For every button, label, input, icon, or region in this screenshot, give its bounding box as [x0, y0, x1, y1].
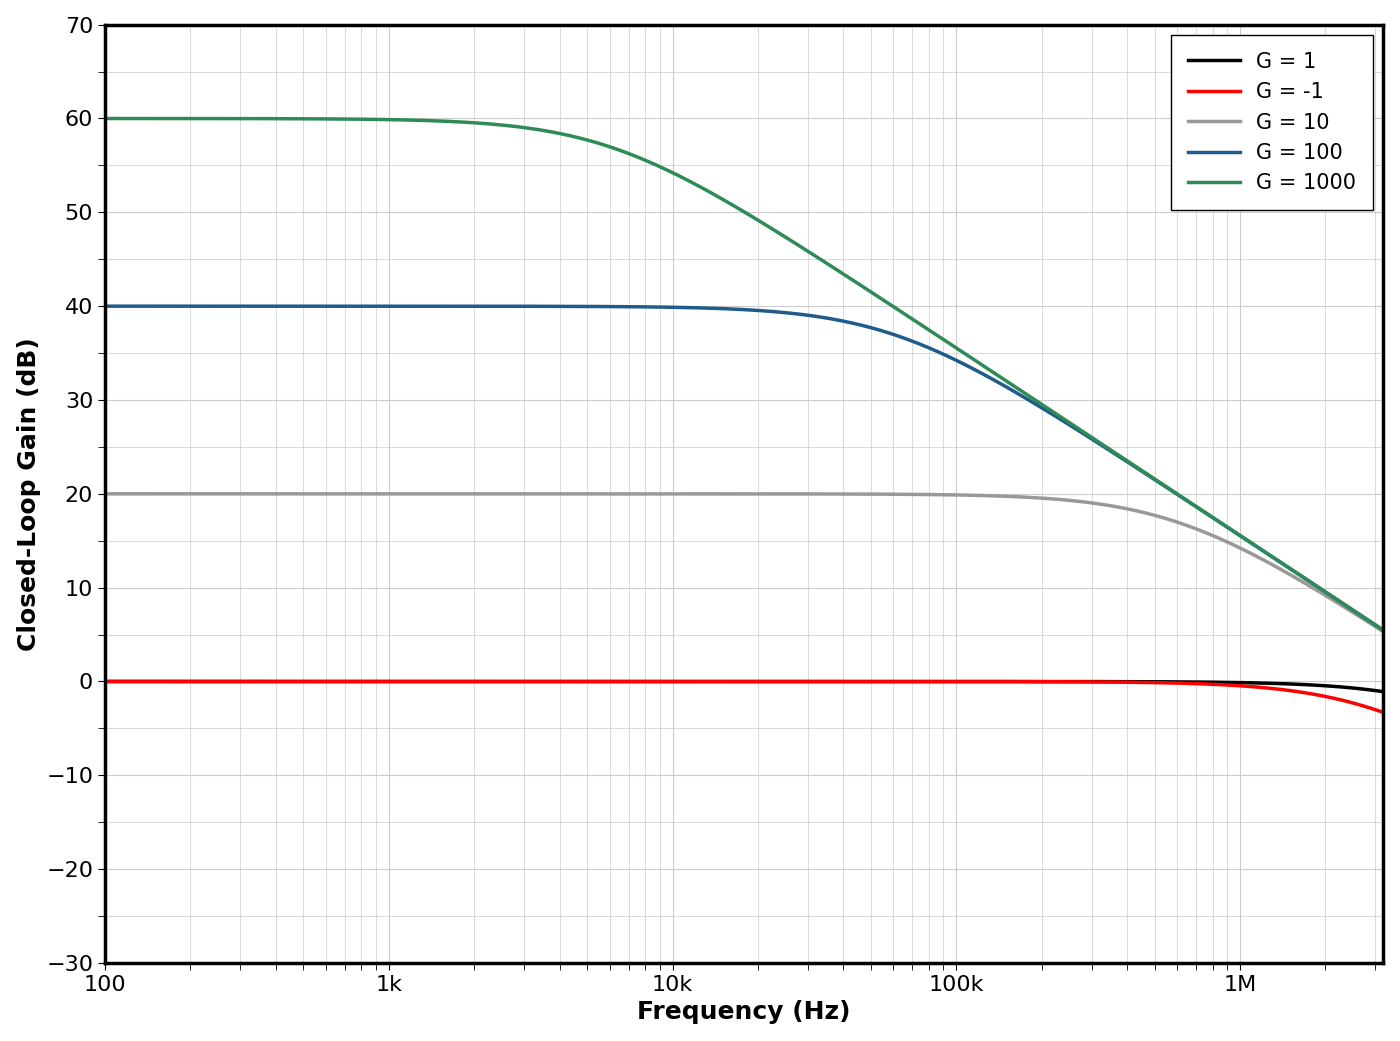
- G = 1000: [1375, 624, 1392, 636]
- G = -1: [1350, 699, 1366, 711]
- G = 1: [1350, 682, 1366, 694]
- G = 1000: [242, 112, 259, 125]
- G = -1: [1212, 679, 1229, 691]
- G = 1: [643, 676, 659, 688]
- G = 100: [1212, 516, 1229, 529]
- G = 1: [318, 676, 335, 688]
- Line: G = -1: G = -1: [105, 682, 1383, 712]
- G = 10: [1375, 626, 1392, 638]
- G = 10: [318, 487, 335, 500]
- Line: G = 10: G = 10: [105, 493, 1383, 632]
- G = -1: [97, 676, 113, 688]
- G = 100: [318, 300, 335, 312]
- Line: G = 1000: G = 1000: [105, 119, 1383, 630]
- G = -1: [242, 676, 259, 688]
- G = 1: [1212, 676, 1229, 688]
- G = 1: [1375, 685, 1392, 697]
- G = 1: [97, 676, 113, 688]
- G = 1: [587, 676, 603, 688]
- G = 100: [1375, 624, 1392, 636]
- G = 10: [643, 487, 659, 500]
- Legend: G = 1, G = -1, G = 10, G = 100, G = 1000: G = 1, G = -1, G = 10, G = 100, G = 1000: [1170, 35, 1373, 210]
- G = -1: [643, 676, 659, 688]
- G = -1: [1375, 706, 1392, 718]
- X-axis label: Frequency (Hz): Frequency (Hz): [637, 1000, 851, 1024]
- Y-axis label: Closed-Loop Gain (dB): Closed-Loop Gain (dB): [17, 337, 41, 651]
- G = 1000: [587, 136, 603, 149]
- G = 10: [242, 487, 259, 500]
- G = 10: [1212, 533, 1229, 545]
- G = -1: [587, 676, 603, 688]
- G = 1: [242, 676, 259, 688]
- G = 1000: [643, 156, 659, 169]
- G = 10: [1350, 609, 1366, 621]
- G = 1000: [97, 112, 113, 125]
- G = 100: [1350, 607, 1366, 619]
- G = 1000: [1212, 516, 1229, 529]
- G = 100: [587, 300, 603, 312]
- G = -1: [318, 676, 335, 688]
- G = 100: [242, 300, 259, 312]
- G = 100: [643, 301, 659, 313]
- Line: G = 100: G = 100: [105, 306, 1383, 630]
- G = 10: [587, 487, 603, 500]
- G = 10: [97, 487, 113, 500]
- G = 100: [97, 300, 113, 312]
- Line: G = 1: G = 1: [105, 682, 1383, 691]
- G = 1000: [1350, 607, 1366, 619]
- G = 1000: [318, 112, 335, 125]
